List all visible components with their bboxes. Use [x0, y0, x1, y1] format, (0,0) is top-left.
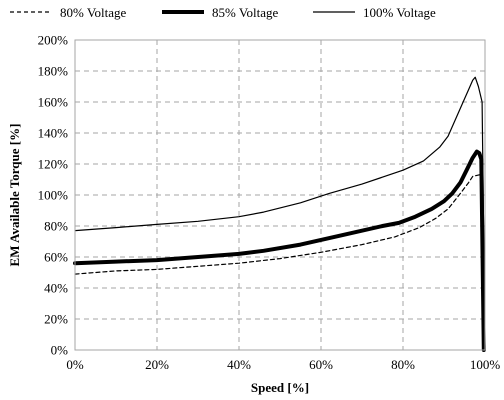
series-layer: [73, 76, 486, 352]
y-tick-label: 60%: [44, 250, 68, 265]
plot-frame: [74, 39, 486, 351]
legend-label: 100% Voltage: [363, 5, 436, 20]
x-tick-label: 0%: [66, 357, 84, 372]
x-tick-label: 60%: [309, 357, 333, 372]
y-tick-label: 200%: [38, 33, 69, 48]
y-tick-label: 20%: [44, 312, 68, 327]
legend-item: 85% Voltage: [162, 5, 279, 20]
x-tick-label: 80%: [391, 357, 415, 372]
y-axis: 0% 20% 40% 60% 80% 100% 120% 140% 160% 180% 200%: [38, 33, 69, 358]
x-tick-label: 20%: [145, 357, 169, 372]
series-line-100-voltage: [74, 76, 486, 351]
y-tick-label: 0%: [51, 343, 69, 358]
series-line-85-voltage: [73, 149, 486, 352]
legend-label: 85% Voltage: [212, 5, 279, 20]
y-axis-title: EM Available Torque [%]: [7, 124, 22, 267]
y-tick-label: 180%: [38, 64, 69, 79]
y-tick-label: 160%: [38, 95, 69, 110]
y-tick-label: 140%: [38, 126, 69, 141]
legend: 80% Voltage 85% Voltage 100% Voltage: [10, 5, 436, 20]
y-tick-label: 120%: [38, 157, 69, 172]
series-line-80-voltage: [74, 174, 486, 351]
grid: [75, 40, 485, 350]
legend-label: 80% Voltage: [60, 5, 127, 20]
y-tick-label: 40%: [44, 281, 68, 296]
plot-area-border: [74, 39, 486, 351]
x-tick-label: 40%: [227, 357, 251, 372]
x-axis-title: Speed [%]: [251, 380, 309, 395]
legend-item: 100% Voltage: [313, 5, 436, 20]
y-tick-label: 80%: [44, 219, 68, 234]
x-tick-label: 100%: [470, 357, 501, 372]
y-tick-label: 100%: [38, 188, 69, 203]
x-axis: 0% 20% 40% 60% 80% 100%: [66, 357, 500, 372]
legend-item: 80% Voltage: [10, 5, 127, 20]
